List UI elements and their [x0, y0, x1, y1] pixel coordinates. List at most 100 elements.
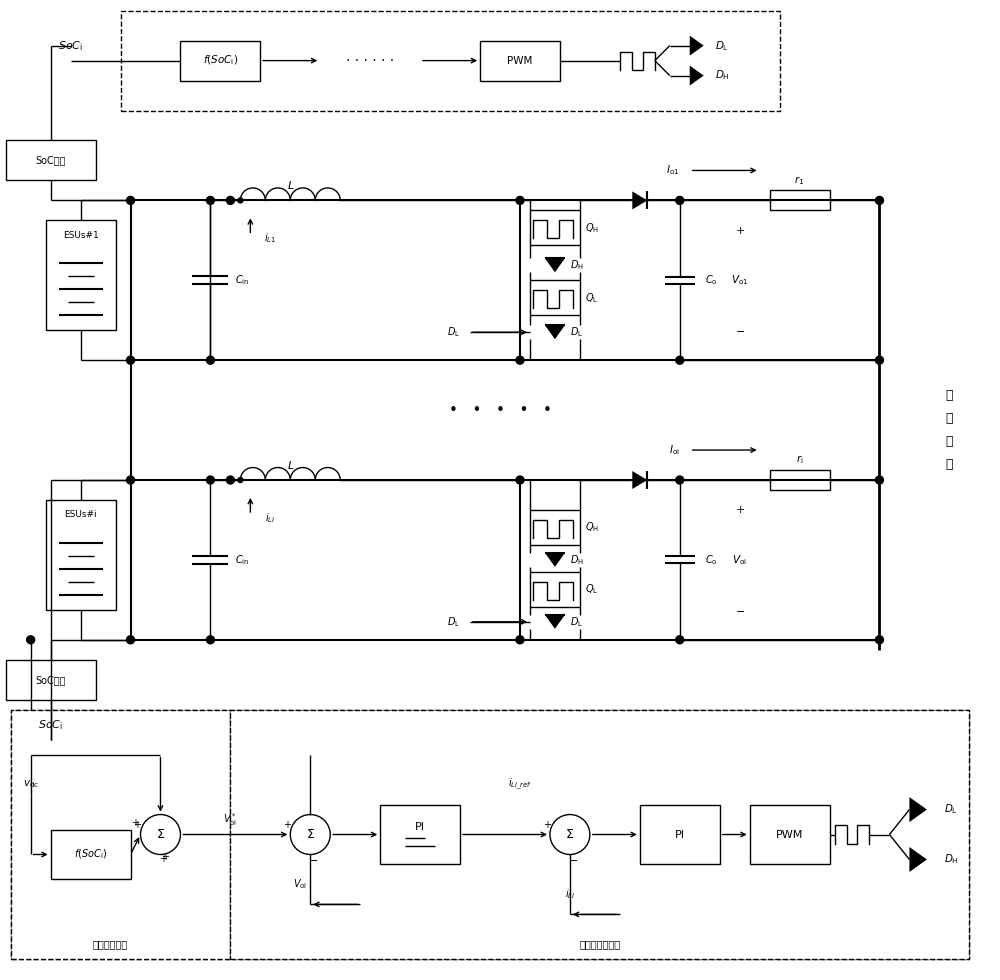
Circle shape — [206, 636, 214, 644]
Text: $I_\mathrm{o1}$: $I_\mathrm{o1}$ — [666, 164, 680, 177]
Polygon shape — [632, 191, 647, 210]
Text: $L$: $L$ — [287, 459, 294, 471]
Bar — [6, 140, 96, 180]
Bar — [750, 805, 830, 864]
Circle shape — [226, 196, 234, 205]
Text: +: + — [283, 819, 291, 829]
Text: $+$: $+$ — [735, 505, 745, 515]
Circle shape — [206, 476, 214, 484]
Text: $D_\mathrm{L}$: $D_\mathrm{L}$ — [570, 614, 583, 629]
Bar — [530, 211, 580, 245]
Text: $Q_\mathrm{H}$: $Q_\mathrm{H}$ — [585, 220, 599, 235]
Text: $+$: $+$ — [735, 224, 745, 236]
Text: $i_{Li}$: $i_{Li}$ — [565, 888, 575, 902]
Circle shape — [27, 636, 35, 644]
Bar — [770, 190, 830, 211]
Circle shape — [676, 356, 684, 365]
Text: $D_\mathrm{L}$: $D_\mathrm{L}$ — [570, 325, 583, 339]
Text: •   •   •   •   •: • • • • • — [449, 403, 551, 417]
Bar — [11, 710, 230, 959]
Text: $D_\mathrm{L}$: $D_\mathrm{L}$ — [447, 325, 460, 339]
Text: $V_\mathrm{o1}$: $V_\mathrm{o1}$ — [731, 273, 748, 287]
Bar — [46, 500, 116, 610]
Text: $i_{Li}$: $i_{Li}$ — [265, 511, 276, 525]
Text: $i_{L1}$: $i_{L1}$ — [264, 231, 276, 245]
Polygon shape — [909, 847, 927, 872]
Text: +: + — [132, 817, 140, 827]
Circle shape — [676, 636, 684, 644]
Bar — [530, 280, 580, 316]
Text: $I_\mathrm{oi}$: $I_\mathrm{oi}$ — [669, 443, 680, 457]
Bar — [180, 40, 260, 80]
Text: $r_\mathrm{i}$: $r_\mathrm{i}$ — [796, 454, 803, 466]
Text: SoC估算: SoC估算 — [35, 156, 66, 166]
Text: $\Sigma$: $\Sigma$ — [306, 828, 315, 841]
Text: PI: PI — [675, 829, 685, 840]
Text: +: + — [161, 853, 169, 862]
Bar — [230, 710, 969, 959]
Circle shape — [516, 636, 524, 644]
Text: $D_\mathrm{L}$: $D_\mathrm{L}$ — [715, 39, 729, 53]
Bar — [11, 710, 969, 959]
Bar — [530, 572, 580, 607]
Circle shape — [516, 196, 524, 205]
Text: $D_\mathrm{H}$: $D_\mathrm{H}$ — [570, 553, 584, 566]
Text: +: + — [159, 855, 167, 864]
Polygon shape — [545, 259, 565, 272]
Circle shape — [676, 196, 684, 205]
Text: $f(SoC_\mathrm{i})$: $f(SoC_\mathrm{i})$ — [74, 848, 107, 861]
Text: $D_\mathrm{H}$: $D_\mathrm{H}$ — [570, 259, 584, 272]
Text: 电压电流双闭环: 电压电流双闭环 — [579, 940, 620, 950]
Circle shape — [127, 636, 135, 644]
Text: $V_\mathrm{oi}$: $V_\mathrm{oi}$ — [293, 877, 307, 892]
Text: PWM: PWM — [507, 56, 533, 66]
Text: ESUs#1: ESUs#1 — [63, 231, 98, 240]
Text: $f(SoC_\mathrm{i})$: $f(SoC_\mathrm{i})$ — [203, 54, 238, 68]
Circle shape — [875, 356, 883, 365]
Text: ESUs#i: ESUs#i — [64, 511, 97, 519]
Text: +: + — [134, 819, 142, 829]
Text: $SoC_\mathrm{i}$: $SoC_\mathrm{i}$ — [38, 717, 63, 731]
Text: 改进下垂控制: 改进下垂控制 — [93, 940, 128, 950]
Circle shape — [875, 636, 883, 644]
Text: $Q_\mathrm{H}$: $Q_\mathrm{H}$ — [585, 520, 599, 534]
Text: $D_\mathrm{H}$: $D_\mathrm{H}$ — [715, 69, 729, 82]
Text: $-$: $-$ — [308, 855, 318, 864]
Bar — [530, 510, 580, 545]
Polygon shape — [632, 471, 647, 489]
Bar — [121, 11, 780, 111]
Polygon shape — [545, 325, 565, 339]
Bar — [770, 470, 830, 490]
Text: $i_{Li\_ref}$: $i_{Li\_ref}$ — [508, 777, 532, 792]
Polygon shape — [690, 66, 704, 85]
Circle shape — [676, 476, 684, 484]
Text: $v_\mathrm{dc}$: $v_\mathrm{dc}$ — [23, 779, 39, 791]
Bar — [380, 805, 460, 864]
Text: $\Sigma$: $\Sigma$ — [156, 828, 165, 841]
Circle shape — [206, 356, 214, 365]
Text: $r_\mathrm{1}$: $r_\mathrm{1}$ — [794, 174, 805, 187]
Text: $-$: $-$ — [568, 855, 578, 864]
Text: 直
流
母
线: 直 流 母 线 — [946, 389, 953, 471]
Circle shape — [127, 356, 135, 365]
Bar — [6, 660, 96, 700]
Text: $Q_\mathrm{L}$: $Q_\mathrm{L}$ — [585, 582, 598, 596]
Bar — [640, 805, 720, 864]
Bar — [46, 220, 116, 330]
Text: $Q_\mathrm{L}$: $Q_\mathrm{L}$ — [585, 291, 598, 305]
Polygon shape — [909, 797, 927, 822]
Text: $\Sigma$: $\Sigma$ — [565, 828, 574, 841]
Text: $SoC_\mathrm{i}$: $SoC_\mathrm{i}$ — [58, 39, 83, 53]
Bar — [51, 829, 131, 879]
Text: · · · · · ·: · · · · · · — [346, 54, 394, 68]
Circle shape — [238, 477, 243, 482]
Text: $-$: $-$ — [735, 325, 745, 335]
Text: $C_\mathrm{in}$: $C_\mathrm{in}$ — [235, 553, 250, 566]
Circle shape — [238, 198, 243, 203]
Polygon shape — [690, 35, 704, 56]
Text: PI: PI — [415, 821, 425, 831]
Circle shape — [127, 196, 135, 205]
Text: $C_\mathrm{o}$: $C_\mathrm{o}$ — [705, 553, 717, 566]
Text: $C_\mathrm{o}$: $C_\mathrm{o}$ — [705, 273, 717, 287]
Text: $-$: $-$ — [735, 605, 745, 614]
